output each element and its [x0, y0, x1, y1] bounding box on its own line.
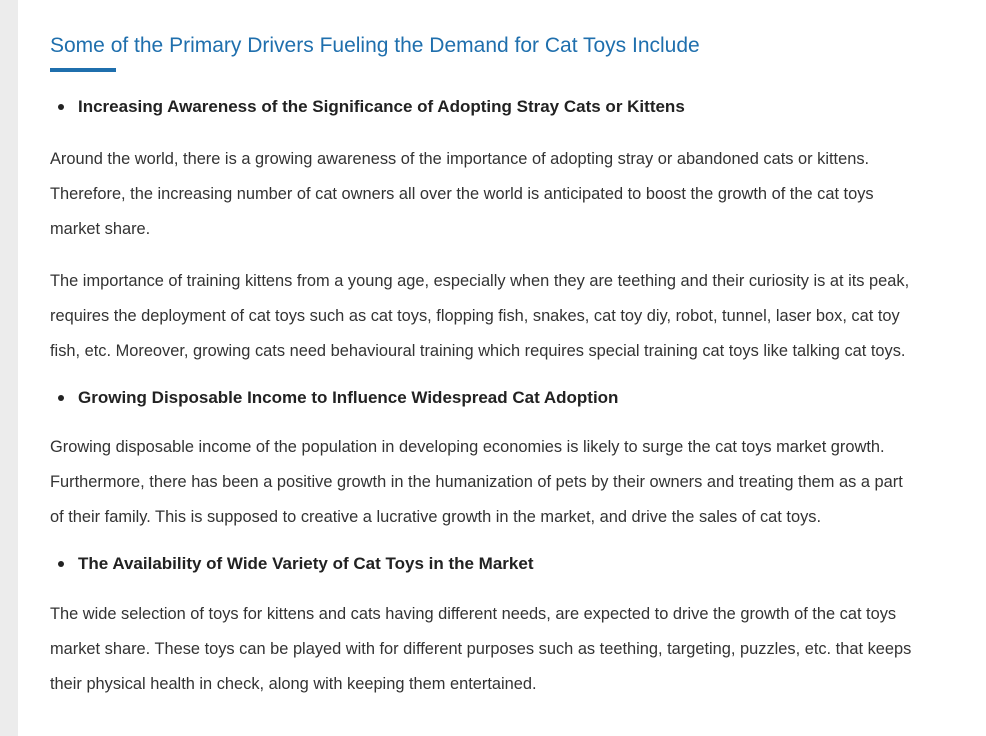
bullet-item-wide-variety: The Availability of Wide Variety of Cat …	[50, 553, 976, 575]
paragraph-line: Growing disposable income of the populat…	[50, 438, 885, 456]
paragraph-line: market share.	[50, 220, 151, 238]
paragraph-line: Therefore, the increasing number of cat …	[50, 185, 874, 203]
paragraph-income: Growing disposable income of the populat…	[50, 430, 976, 535]
paragraph-line: market share. These toys can be played w…	[50, 640, 912, 658]
bullet-item-disposable-income: Growing Disposable Income to Influence W…	[50, 387, 976, 409]
paragraph-line: fish, etc. Moreover, growing cats need b…	[50, 342, 906, 360]
paragraph-line: requires the deployment of cat toys such…	[50, 307, 900, 325]
page-left-rail	[0, 0, 18, 736]
paragraph-line: The importance of training kittens from …	[50, 272, 910, 290]
paragraph-line: The wide selection of toys for kittens a…	[50, 605, 897, 623]
bullet-label: The Availability of Wide Variety of Cat …	[78, 554, 534, 573]
bullet-dot-icon	[58, 561, 64, 567]
bullet-dot-icon	[58, 395, 64, 401]
bullet-label: Increasing Awareness of the Significance…	[78, 97, 685, 116]
paragraph-line: Furthermore, there has been a positive g…	[50, 473, 903, 491]
bullet-item-stray-adoption: Increasing Awareness of the Significance…	[50, 96, 976, 118]
paragraph-line: of their family. This is supposed to cre…	[50, 508, 822, 526]
bullet-label: Growing Disposable Income to Influence W…	[78, 388, 619, 407]
paragraph-variety: The wide selection of toys for kittens a…	[50, 597, 976, 702]
paragraph-awareness: Around the world, there is a growing awa…	[50, 142, 976, 247]
paragraph-line: Around the world, there is a growing awa…	[50, 150, 870, 168]
paragraph-line: their physical health in check, along wi…	[50, 675, 537, 693]
section-heading: Some of the Primary Drivers Fueling the …	[50, 34, 700, 57]
heading-underline	[50, 68, 116, 72]
article-content: Some of the Primary Drivers Fueling the …	[50, 0, 976, 702]
paragraph-training: The importance of training kittens from …	[50, 264, 976, 369]
bullet-dot-icon	[58, 104, 64, 110]
